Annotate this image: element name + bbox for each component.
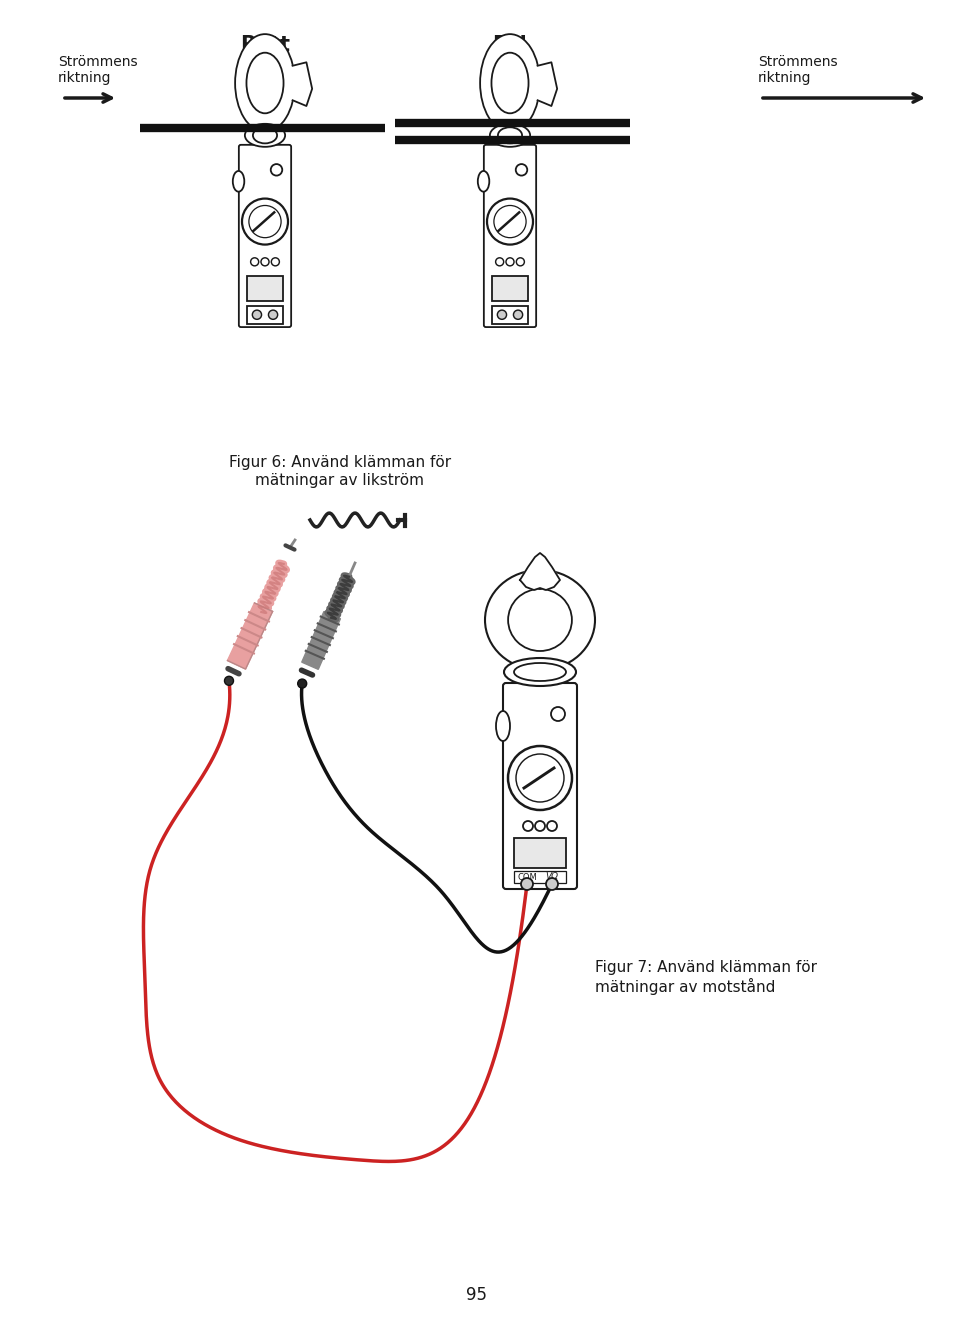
- Polygon shape: [537, 63, 557, 106]
- Text: 95: 95: [466, 1287, 487, 1304]
- Circle shape: [497, 310, 506, 319]
- Text: Strömmens
riktning: Strömmens riktning: [58, 55, 137, 86]
- Text: Figur 6: Använd klämman för: Figur 6: Använd klämman för: [229, 456, 451, 470]
- Bar: [491, 275, 528, 301]
- Text: Fel: Fel: [492, 35, 527, 55]
- Polygon shape: [301, 612, 340, 669]
- Ellipse shape: [234, 35, 294, 132]
- Ellipse shape: [253, 127, 276, 143]
- Circle shape: [268, 310, 277, 319]
- Bar: [514, 838, 565, 868]
- Ellipse shape: [484, 570, 595, 669]
- Circle shape: [520, 878, 533, 890]
- Ellipse shape: [496, 711, 510, 741]
- Ellipse shape: [497, 127, 521, 143]
- Text: COM: COM: [517, 872, 537, 882]
- Text: mätningar av motstånd: mätningar av motstånd: [595, 978, 775, 995]
- Bar: [246, 306, 283, 323]
- Circle shape: [242, 199, 288, 244]
- Ellipse shape: [245, 124, 285, 147]
- Circle shape: [507, 745, 572, 810]
- Text: Rätt: Rätt: [240, 35, 290, 55]
- FancyBboxPatch shape: [483, 144, 536, 327]
- Circle shape: [224, 676, 233, 685]
- Ellipse shape: [477, 171, 489, 191]
- Text: Strömmens
riktning: Strömmens riktning: [758, 55, 837, 86]
- Ellipse shape: [489, 124, 530, 147]
- Ellipse shape: [508, 589, 571, 651]
- Polygon shape: [519, 553, 559, 591]
- Bar: [491, 306, 528, 323]
- Bar: [514, 871, 565, 883]
- Ellipse shape: [233, 171, 244, 191]
- Ellipse shape: [514, 663, 565, 681]
- Text: mätningar av likström: mätningar av likström: [255, 473, 424, 488]
- Circle shape: [297, 679, 306, 688]
- Ellipse shape: [491, 52, 528, 114]
- FancyBboxPatch shape: [502, 683, 577, 888]
- Circle shape: [253, 310, 261, 319]
- Text: VΩ: VΩ: [545, 871, 558, 880]
- Polygon shape: [293, 63, 312, 106]
- Ellipse shape: [246, 52, 283, 114]
- Circle shape: [486, 199, 533, 244]
- Circle shape: [545, 878, 558, 890]
- Ellipse shape: [503, 659, 576, 685]
- FancyBboxPatch shape: [238, 144, 291, 327]
- Text: Figur 7: Använd klämman för: Figur 7: Använd klämman för: [595, 961, 816, 975]
- Polygon shape: [227, 603, 273, 669]
- Circle shape: [513, 310, 522, 319]
- Bar: [246, 275, 283, 301]
- Ellipse shape: [479, 35, 539, 132]
